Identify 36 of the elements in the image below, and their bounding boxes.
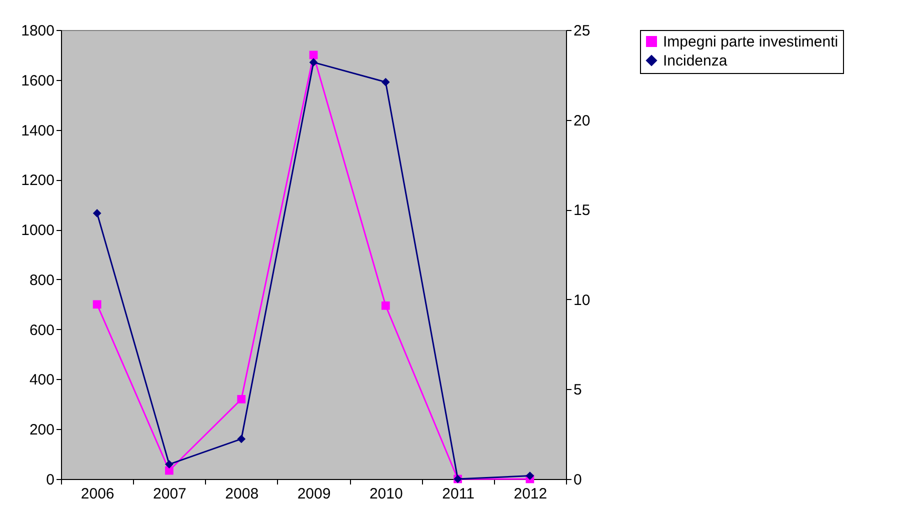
x-tick-label: 2010	[369, 486, 403, 502]
y-tick-label: 600	[29, 322, 54, 339]
y-tick-label: 1200	[21, 172, 54, 190]
legend-label: Incidenza	[663, 52, 728, 70]
y-tick-label: 0	[46, 472, 54, 488]
x-tick-label: 2006	[80, 486, 114, 502]
y-tick-label: 200	[29, 422, 54, 439]
x-tick-label: 2008	[225, 486, 259, 502]
y2-tick-label: 15	[574, 202, 590, 220]
point	[237, 434, 246, 444]
y2-tick-label: 10	[574, 292, 590, 309]
x-tick-label: 2011	[442, 486, 474, 502]
y-tick-label: 800	[29, 272, 54, 289]
point	[526, 472, 534, 480]
y-tick-label: 1400	[21, 122, 54, 140]
point	[237, 394, 246, 404]
x-tick-label: 2009	[297, 486, 331, 502]
y2-tick-label: 5	[574, 382, 582, 399]
y2-tick-label: 20	[574, 112, 590, 130]
legend-label: Impegni parte investimenti	[663, 34, 838, 50]
y2-tick-label: 0	[574, 472, 582, 488]
point	[381, 301, 390, 310]
y-tick-label: 1800	[21, 22, 54, 40]
point	[165, 466, 174, 475]
point	[92, 209, 102, 218]
point	[92, 300, 102, 309]
y-tick-label: 1000	[21, 222, 54, 240]
point	[309, 58, 318, 67]
point	[309, 50, 318, 60]
x-tick-label: 2007	[153, 486, 186, 502]
y2-tick-label: 25	[574, 22, 590, 40]
point	[381, 78, 390, 86]
y-tick-label: 1600	[21, 72, 54, 90]
y-tick-label: 400	[29, 372, 54, 389]
point	[165, 460, 174, 468]
x-tick-label: 2012	[514, 486, 548, 502]
